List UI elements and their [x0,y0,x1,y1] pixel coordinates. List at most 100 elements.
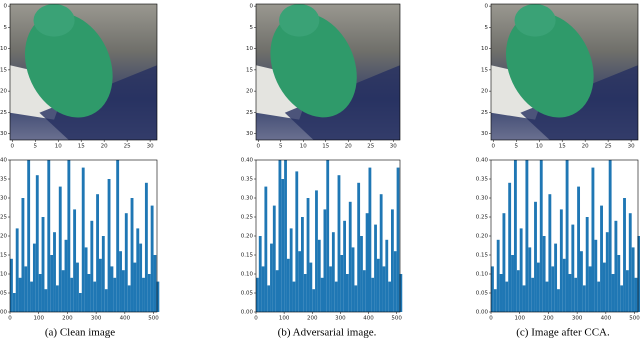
frog-head [33,4,75,37]
x-tick-label: 25 [367,144,374,150]
bar [139,243,143,312]
bar [331,232,335,312]
bar [574,277,578,312]
x-tick-label: 20 [582,144,589,150]
y-tick-label: 15 [481,67,488,73]
y-tick-label: 0.35 [0,177,7,183]
x-tick-label: 20 [101,144,108,150]
caption: (c) Image after CCA. [516,327,610,339]
axes-frame [9,3,158,141]
bar [147,274,151,312]
bar [87,274,91,312]
x-tick-label: 100 [33,316,44,322]
bar [491,266,494,312]
frog [270,13,357,118]
bar [496,239,500,312]
bar [508,182,512,312]
bar [41,217,45,312]
y-tick-label: 0.15 [241,253,254,259]
y-tick-label: 0.20 [0,234,7,240]
x-tick-label: 0 [489,316,493,322]
y-tick-label: 25 [246,110,253,116]
bar [81,167,85,312]
y-tick-label: 10 [246,46,253,52]
bar [317,239,321,312]
bar [605,232,609,312]
bar [360,236,363,312]
y-tick-label: 10 [481,46,488,52]
bar [44,289,48,312]
y-tick-label: 0.30 [241,196,254,202]
y-tick-label: 0.35 [241,177,254,183]
bar [351,247,355,312]
x-tick-label: 500 [629,316,640,322]
x-tick-label: 0 [8,316,12,322]
bar [594,239,598,312]
bar [634,277,638,312]
bar [334,281,338,312]
bar [379,194,383,312]
bar [312,289,316,312]
bar [124,213,128,312]
x-tick-label: 500 [148,316,159,322]
bar [337,175,341,312]
caption: (a) Clean image [45,327,115,339]
bar [270,243,273,312]
bar [585,217,589,312]
bar [554,243,558,312]
bar [142,277,145,312]
y-tick-label: 0.05 [241,291,254,297]
bar [10,258,13,312]
bar [582,285,586,312]
bar [18,277,22,312]
y-tick-label: 30 [246,131,253,137]
bar [261,266,265,312]
x-tick-label: 30 [628,144,635,150]
bar [388,281,391,312]
bar [568,274,572,312]
bar [348,201,352,312]
bar [295,171,299,312]
x-tick-label: 25 [124,144,131,150]
bar [559,209,563,312]
bar [32,243,36,312]
bar [393,251,397,312]
y-tick-label: 15 [246,67,253,73]
bar [38,274,42,312]
bar [340,255,344,312]
bar [258,236,262,312]
bar [70,277,74,312]
bar [371,277,375,312]
bar [12,293,16,312]
bar [545,281,549,312]
y-tick-label: 0.40 [476,158,489,164]
x-tick-label: 200 [62,316,73,322]
bar [620,285,624,312]
bar [565,160,569,312]
bar [84,247,88,312]
bar [76,262,79,312]
bar [502,213,506,312]
bar [637,236,640,312]
bar [562,258,566,312]
bar [542,236,546,312]
x-tick-label: 0 [11,144,15,150]
y-tick-label: 20 [246,89,253,95]
bar [368,167,372,312]
y-tick-label: 0.15 [476,253,489,259]
x-tick-label: 15 [78,144,85,150]
bar [24,266,28,312]
bar [53,232,56,312]
y-tick-label: 0.30 [476,196,489,202]
bar [396,167,400,312]
bar [78,293,82,312]
bar [525,160,529,312]
x-tick-label: 0 [254,316,258,322]
x-tick-label: 20 [345,144,352,150]
bar [376,258,380,312]
bar [365,213,369,312]
x-tick-label: 5 [34,144,38,150]
bar [55,285,59,312]
bar [362,270,366,312]
x-tick-label: 100 [279,316,290,322]
